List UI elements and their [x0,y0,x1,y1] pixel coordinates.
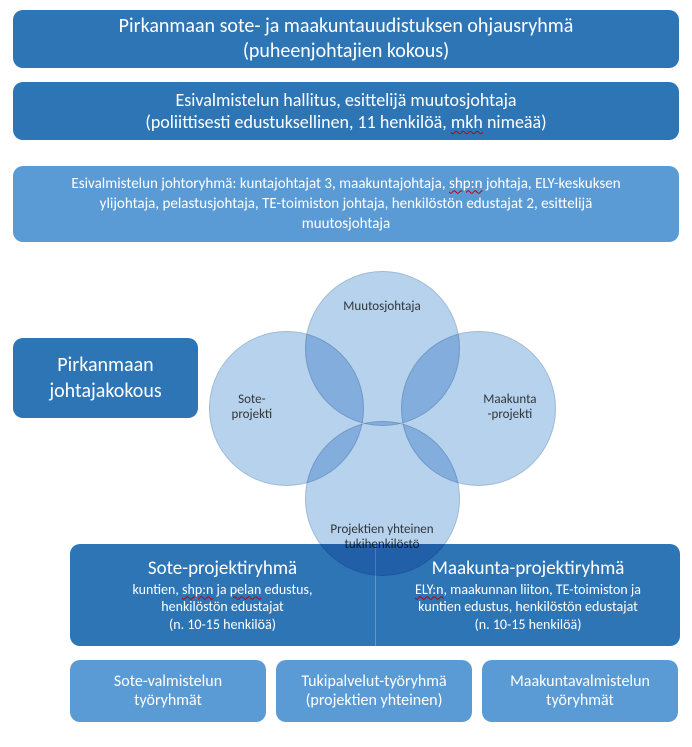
mk-pg-sub2: kuntien edustus, henkilöstön edustajat [418,598,638,616]
sote-pg-sub3: (n. 10-15 henkilöä) [169,616,276,634]
director-meeting-line2: johtajakokous [49,378,161,404]
venn-left-label: Sote-projekti [232,393,273,423]
board-line1: Esivalmistelun hallitus, esittelijä muut… [175,89,516,112]
mgmt-line1: Esivalmistelun johtoryhmä: kuntajohtajat… [71,174,620,194]
director-meeting-box: Pirkanmaan johtajakokous [13,338,198,418]
bot2-l2: (projektien yhteinen) [306,691,443,710]
mk-pg-title: Maakunta-projektiryhmä [432,557,625,581]
mk-pg-sub3: (n. 10-15 henkilöä) [475,616,582,634]
director-meeting-line1: Pirkanmaan [57,352,153,378]
management-group-box: Esivalmistelun johtoryhmä: kuntajohtajat… [13,166,679,242]
bot1-l1: Sote-valmistelun [114,672,222,691]
maakunta-workgroups-box: Maakuntavalmistelun työryhmät [482,660,678,722]
sote-pg-title: Sote-projektiryhmä [148,557,297,581]
support-workgroup-box: Tukipalvelut-työryhmä (projektien yhtein… [276,660,472,722]
board-line2: (poliittisesti edustuksellinen, 11 henki… [145,111,546,134]
sote-pg-sub2: henkilöstön edustajat [161,598,283,616]
venn-right-label: Maakunta-projekti [483,393,536,423]
mgmt-line3: muutosjohtaja [302,214,390,234]
mk-pg-sub1: ELY:n, maakunnan liiton, TE-toimiston ja [415,581,641,599]
venn-top-label: Muutosjohtaja [343,300,420,315]
bot2-l1: Tukipalvelut-työryhmä [301,672,446,691]
sote-project-group-box: Sote-projektiryhmä kuntien, shp:n ja pel… [70,544,375,646]
bot3-l2: työryhmät [546,691,614,710]
sote-workgroups-box: Sote-valmistelun työryhmät [70,660,266,722]
venn-circle-bottom: Projektien yhteinentukihenkilöstö [305,421,460,576]
sote-pg-sub1: kuntien, shp:n ja pelan edustus, [132,581,312,599]
steering-group-line1: Pirkanmaan sote- ja maakuntauudistuksen … [119,14,574,39]
board-box: Esivalmistelun hallitus, esittelijä muut… [13,82,679,140]
steering-group-line2: (puheenjohtajien kokous) [243,39,449,64]
venn-bottom-label: Projektien yhteinentukihenkilöstö [330,523,433,553]
bot1-l2: työryhmät [134,691,202,710]
steering-group-box: Pirkanmaan sote- ja maakuntauudistuksen … [13,10,679,68]
mgmt-line2: ylijohtaja, pelastusjohtaja, TE-toimisto… [100,194,593,214]
bot3-l1: Maakuntavalmistelun [510,672,650,691]
